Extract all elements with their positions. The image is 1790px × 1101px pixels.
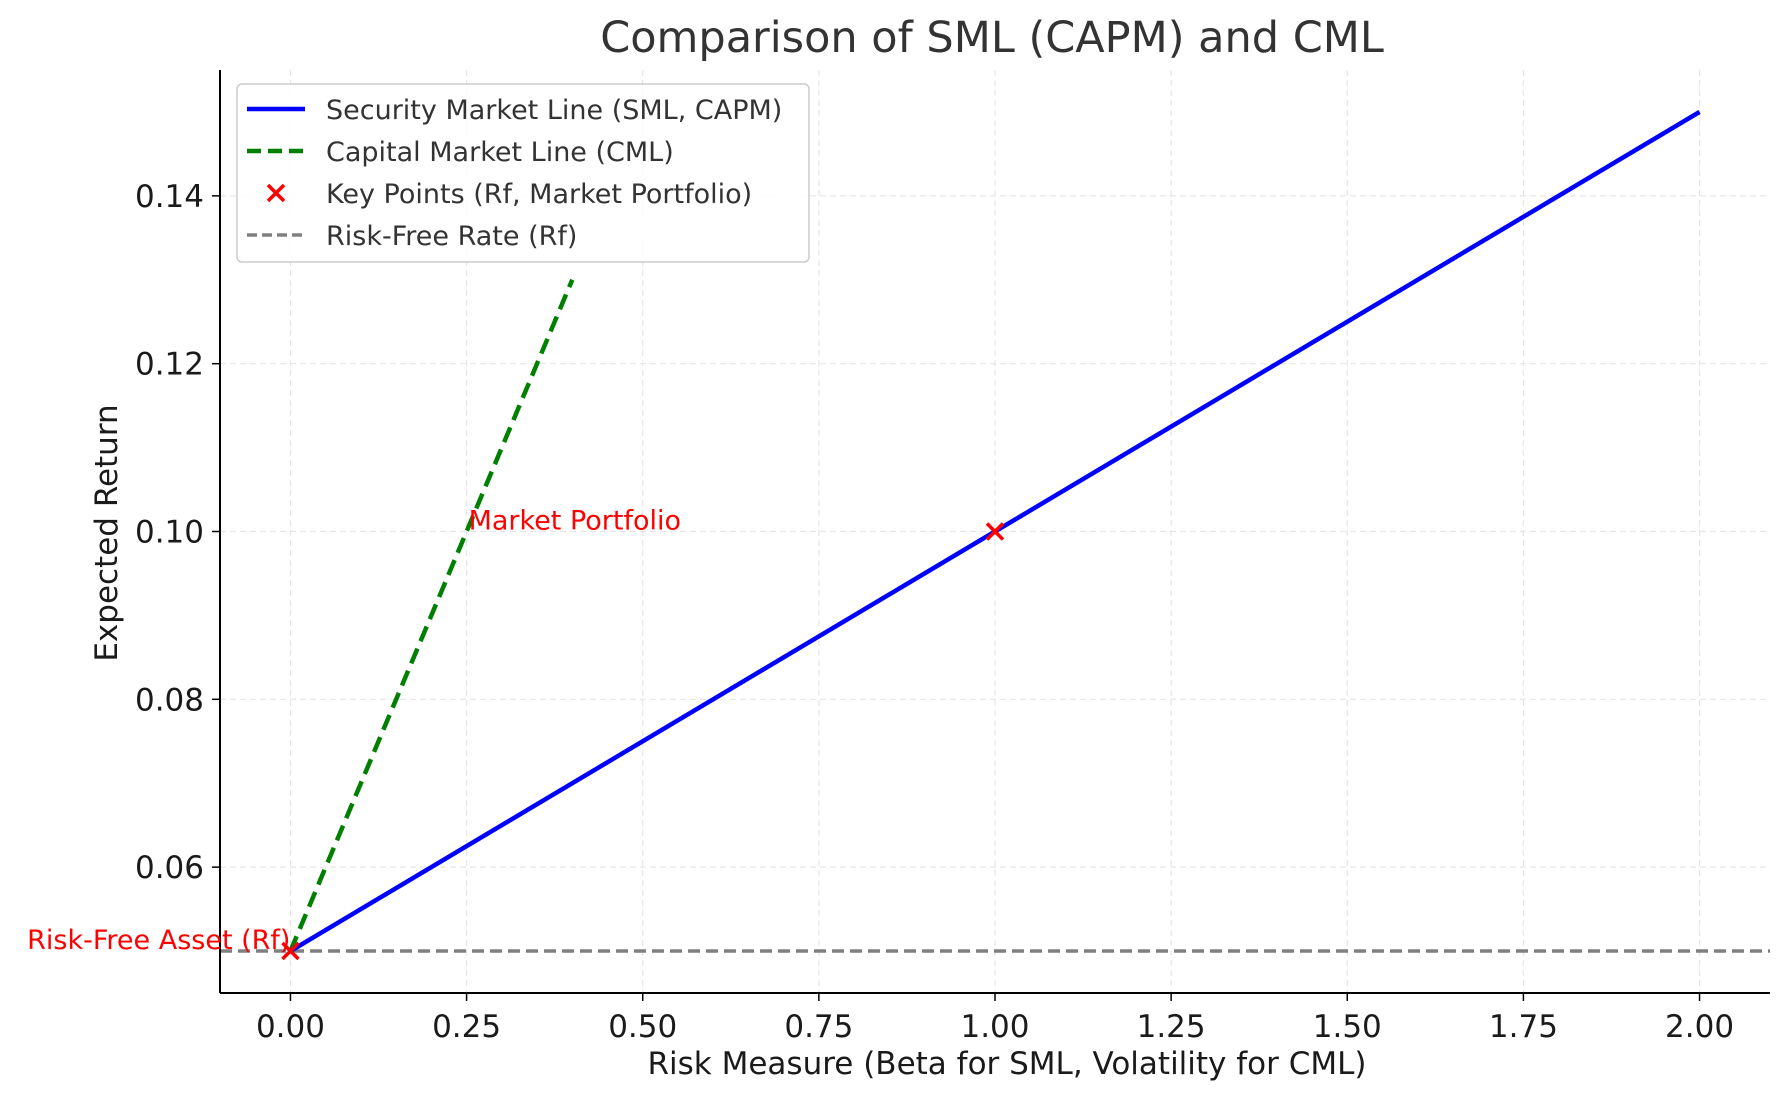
legend-item: Key Points (Rf, Market Portfolio)	[266, 179, 752, 210]
legend-label: Capital Market Line (CML)	[326, 137, 674, 168]
annotation-label: Market Portfolio	[469, 506, 681, 537]
y-tick-label: 0.12	[135, 347, 204, 383]
key-point-marker	[985, 522, 1005, 541]
key-point-marker	[281, 941, 300, 961]
legend-label: Key Points (Rf, Market Portfolio)	[326, 179, 752, 210]
annotation-label: Risk-Free Asset (Rf)	[27, 925, 290, 956]
x-tick-label: 2.00	[1665, 1009, 1734, 1045]
legend-box	[236, 83, 810, 263]
legend-item: Security Market Line (SML, CAPM)	[247, 95, 782, 126]
y-tick-label: 0.08	[135, 682, 204, 718]
x-tick-label: 0.75	[784, 1009, 853, 1045]
x-tick-label: 0.00	[256, 1009, 325, 1045]
x-tick-label: 1.25	[1137, 1009, 1206, 1045]
chart-title: Comparison of SML (CAPM) and CML	[600, 13, 1384, 63]
legend-label: Risk-Free Rate (Rf)	[326, 221, 577, 252]
y-tick-label: 0.10	[135, 515, 204, 551]
legend-item: Risk-Free Rate (Rf)	[247, 221, 577, 252]
legend-label: Security Market Line (SML, CAPM)	[326, 95, 782, 126]
y-ticks: 0.06 0.08 0.10 0.12 0.14	[135, 179, 220, 886]
x-tick-label: 1.50	[1313, 1009, 1382, 1045]
annotations: Risk-Free Asset (Rf) Market Portfolio	[27, 506, 681, 957]
y-tick-label: 0.06	[135, 850, 204, 886]
y-axis-label: Expected Return	[89, 404, 125, 661]
grid	[220, 70, 1770, 993]
x-axis-label: Risk Measure (Beta for SML, Volatility f…	[648, 1046, 1367, 1082]
legend: Security Market Line (SML, CAPM) Capital …	[236, 83, 810, 263]
x-ticks: 0.00 0.25 0.50 0.75 1.00 1.25 1.50 1.75 2.00	[256, 993, 1734, 1045]
legend-item: Capital Market Line (CML)	[247, 137, 674, 168]
y-tick-label: 0.14	[135, 179, 204, 215]
x-tick-label: 0.50	[608, 1009, 677, 1045]
x-tick-label: 1.00	[960, 1009, 1029, 1045]
x-tick-label: 1.75	[1489, 1009, 1558, 1045]
x-tick-label: 0.25	[432, 1009, 501, 1045]
cml-line	[288, 278, 575, 952]
key-points	[281, 522, 1005, 961]
